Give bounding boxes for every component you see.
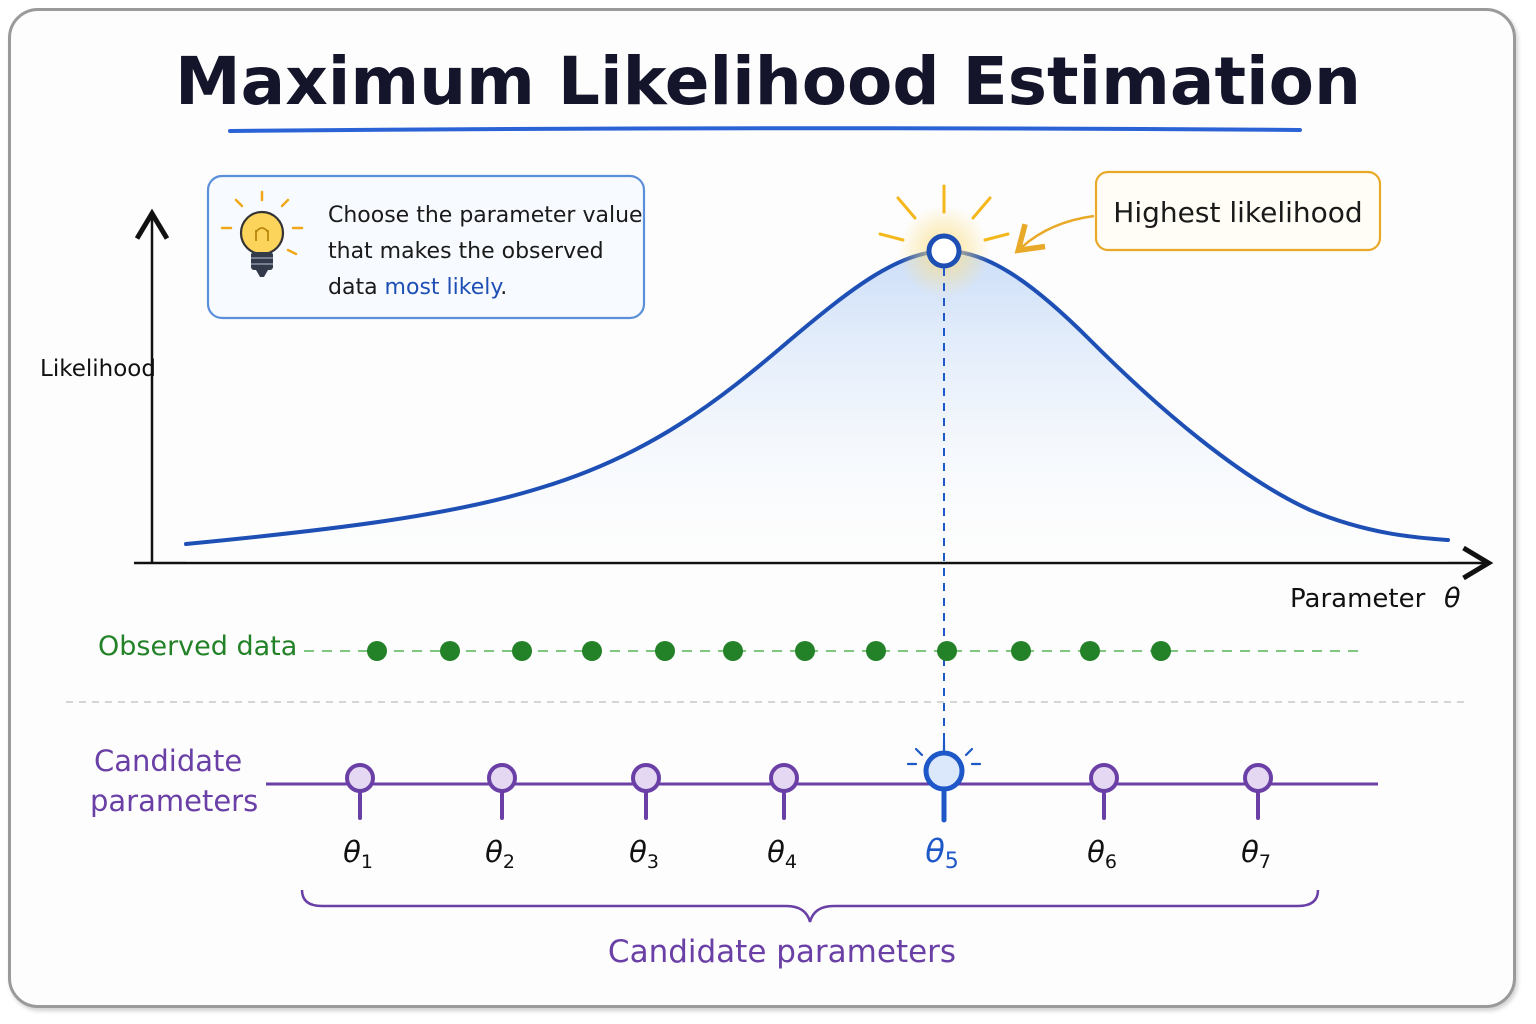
theta-subscript: 2 <box>503 851 515 873</box>
observed-point <box>1151 641 1171 661</box>
observed-point <box>1080 641 1100 661</box>
observed-point <box>723 641 743 661</box>
candidate-marker <box>923 750 965 792</box>
observed-point <box>655 641 675 661</box>
page-title: Maximum Likelihood Estimation <box>175 43 1361 120</box>
x-axis-label: Parameter <box>1290 584 1426 614</box>
theta-subscript: 3 <box>647 851 659 873</box>
candidate-theta-3: θ3 <box>629 763 661 873</box>
y-axis-label: Likelihood <box>40 356 156 382</box>
tip-emphasis: most likely <box>385 275 504 300</box>
candidate-theta-6: θ6 <box>1087 763 1119 873</box>
tip-line-1: Choose the parameter value <box>328 203 643 228</box>
theta-subscript: 7 <box>1259 851 1271 873</box>
theta-symbol: θ <box>343 835 361 869</box>
candidate-theta-5: θ5 <box>906 739 982 874</box>
title-underline <box>228 126 1302 133</box>
theta-symbol: θ <box>629 835 647 869</box>
candidate-row-label-2: parameters <box>90 784 258 818</box>
candidate-markers: θ1 θ2 θ3 θ4 θ5 θ6 θ7 <box>343 739 1273 874</box>
candidate-marker <box>1089 763 1119 793</box>
candidate-label: θ7 <box>1241 835 1271 873</box>
theta-symbol: θ <box>485 835 503 869</box>
theta-symbol: θ <box>767 835 785 869</box>
candidate-theta-7: θ7 <box>1241 763 1273 873</box>
observed-point <box>866 641 886 661</box>
candidate-label: θ2 <box>485 835 515 873</box>
candidate-marker <box>769 763 799 793</box>
observed-point <box>440 641 460 661</box>
candidate-label: θ3 <box>629 835 659 873</box>
callout-arrow <box>1014 214 1095 254</box>
candidate-marker <box>487 763 517 793</box>
theta-symbol: θ <box>925 832 945 870</box>
observed-point <box>937 641 957 661</box>
candidate-brace-label: Candidate parameters <box>608 934 956 970</box>
theta-symbol: θ <box>1241 835 1259 869</box>
observed-point <box>795 641 815 661</box>
sparkle-icon <box>878 184 1010 242</box>
callout-text: Highest likelihood <box>1113 196 1362 229</box>
observed-point <box>582 641 602 661</box>
highest-likelihood-callout: Highest likelihood <box>1014 170 1382 254</box>
candidate-label: θ6 <box>1087 835 1117 873</box>
candidate-brace <box>300 889 1320 923</box>
observed-points <box>367 641 1171 661</box>
tip-line-3-prefix: data <box>328 275 385 300</box>
candidate-row-label-1: Candidate <box>94 744 242 778</box>
x-axis-symbol: θ <box>1444 583 1461 614</box>
theta-subscript: 4 <box>785 851 797 873</box>
observed-point <box>512 641 532 661</box>
candidate-marker <box>631 763 661 793</box>
candidate-theta-2: θ2 <box>485 763 517 873</box>
tip-line-2: that makes the observed <box>328 239 604 264</box>
candidate-label: θ4 <box>767 835 797 873</box>
highlight-ray <box>914 747 924 757</box>
peak-marker <box>878 184 1010 297</box>
candidate-theta-1: θ1 <box>343 763 375 873</box>
candidate-marker <box>1243 763 1273 793</box>
candidate-marker <box>345 763 375 793</box>
candidate-label: θ5 <box>925 832 959 874</box>
candidate-theta-4: θ4 <box>767 763 799 873</box>
observed-point <box>367 641 387 661</box>
theta-subscript: 1 <box>361 851 373 873</box>
theta-subscript: 6 <box>1105 851 1117 873</box>
theta-symbol: θ <box>1087 835 1105 869</box>
theta-subscript: 5 <box>945 849 959 874</box>
likelihood-area <box>186 250 1448 562</box>
highlight-ray <box>964 747 974 757</box>
tip-line-3-suffix: . <box>500 275 507 300</box>
lightbulb-icon <box>220 190 304 277</box>
tip-box: Choose the parameter value that makes th… <box>206 174 646 320</box>
observed-point <box>1011 641 1031 661</box>
tip-line-3: data most likely. <box>328 275 507 300</box>
candidate-label: θ1 <box>343 835 373 873</box>
observed-label: Observed data <box>98 631 297 662</box>
